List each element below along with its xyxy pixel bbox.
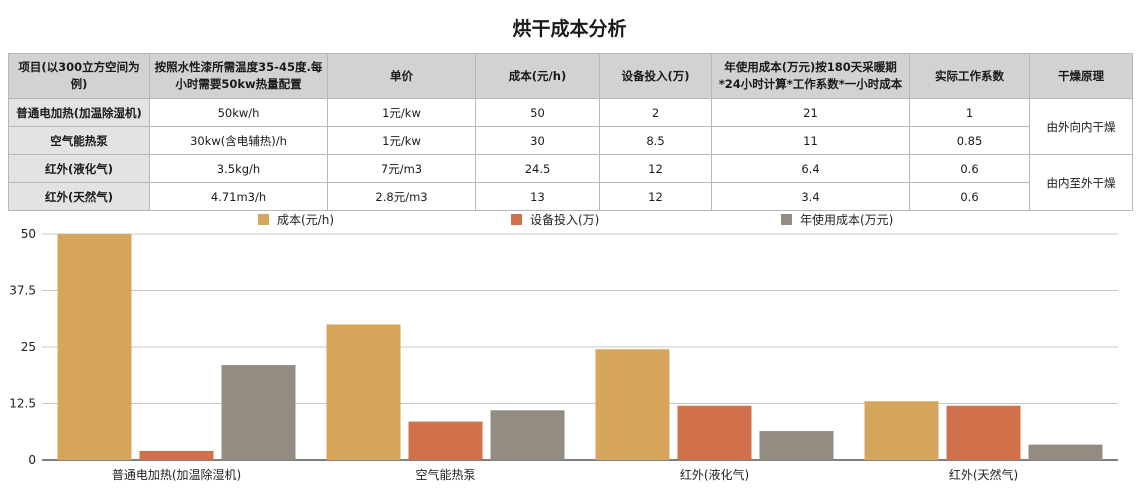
bar	[490, 410, 565, 460]
table-cell: 1	[909, 98, 1030, 127]
table-row: 空气能热泵 30kw(含电辅热)/h 1元/kw 30 8.5 11 0.85	[8, 126, 1133, 155]
table-cell: 1元/kw	[327, 98, 476, 127]
header-principle: 干燥原理	[1029, 53, 1133, 99]
table-cell: 11	[711, 126, 910, 155]
y-tick-label: 50	[21, 227, 36, 241]
y-tick-label: 0	[28, 453, 36, 467]
table-cell: 0.6	[909, 182, 1030, 211]
table-cell: 0.6	[909, 154, 1030, 183]
bar	[759, 431, 834, 460]
header-investment: 设备投入(万)	[599, 53, 712, 99]
legend-label: 设备投入(万)	[530, 212, 599, 227]
bar	[139, 450, 214, 460]
table-cell: 3.5kg/h	[149, 154, 328, 183]
header-unit-price: 单价	[327, 53, 476, 99]
table-cell: 12	[599, 154, 712, 183]
table-cell: 13	[475, 182, 600, 211]
table-header-row: 项目(以300立方空间为例) 按照水性漆所需温度35-45度.每小时需要50kw…	[8, 53, 1133, 99]
x-tick-label: 普通电加热(加温除湿机)	[112, 467, 241, 482]
header-cost: 成本(元/h)	[475, 53, 600, 99]
row-label: 红外(天然气)	[8, 182, 150, 211]
table-cell: 2	[599, 98, 712, 127]
legend-label: 成本(元/h)	[277, 213, 334, 227]
header-item: 项目(以300立方空间为例)	[8, 53, 150, 99]
x-tick-label: 红外(液化气)	[680, 467, 749, 482]
legend-swatch	[781, 214, 792, 225]
table-cell: 30kw(含电辅热)/h	[149, 126, 328, 155]
bar	[57, 234, 132, 460]
legend-swatch	[258, 214, 269, 225]
cost-table: 项目(以300立方空间为例) 按照水性漆所需温度35-45度.每小时需要50kw…	[8, 53, 1133, 211]
table-cell: 3.4	[711, 182, 910, 211]
table-cell: 1元/kw	[327, 126, 476, 155]
row-label: 红外(液化气)	[8, 154, 150, 183]
row-label: 普通电加热(加温除湿机)	[8, 98, 150, 127]
table-cell: 50kw/h	[149, 98, 328, 127]
legend-label: 年使用成本(万元)	[800, 212, 893, 227]
table-cell: 7元/m3	[327, 154, 476, 183]
y-tick-label: 37.5	[9, 284, 36, 298]
table-cell: 6.4	[711, 154, 910, 183]
bar	[946, 405, 1021, 460]
chart-title: 烘干成本分析	[512, 18, 627, 40]
bar	[326, 324, 401, 460]
table-row: 普通电加热(加温除湿机) 50kw/h 1元/kw 50 2 21 1 由外向内…	[8, 98, 1133, 155]
table-cell: 24.5	[475, 154, 600, 183]
bar	[408, 421, 483, 460]
x-tick-label: 红外(天然气)	[949, 467, 1018, 482]
table-cell: 2.8元/m3	[327, 182, 476, 211]
y-tick-label: 25	[21, 340, 36, 354]
row-label: 空气能热泵	[8, 126, 150, 155]
table-cell: 50	[475, 98, 600, 127]
table-row: 红外(液化气) 3.5kg/h 7元/m3 24.5 12 6.4 0.6 由内…	[8, 154, 1133, 211]
bar-chart: 0 12.5 25 37.5 50 成本(元/h) 设备投入(万) 年使用成本(万元) 普通电加…	[9, 212, 1118, 482]
principle-cell: 由外向内干燥	[1029, 98, 1133, 155]
bar	[1028, 444, 1103, 460]
header-annual-cost: 年使用成本(万元)按180天采暖期*24小时计算*工作系数*一小时成本	[711, 53, 910, 99]
table-cell: 30	[475, 126, 600, 155]
table-cell: 21	[711, 98, 910, 127]
principle-cell: 由内至外干燥	[1029, 154, 1133, 211]
bar	[677, 405, 752, 460]
table-cell: 12	[599, 182, 712, 211]
header-config: 按照水性漆所需温度35-45度.每小时需要50kw热量配置	[149, 53, 328, 99]
y-tick-label: 12.5	[9, 397, 36, 411]
bar	[595, 349, 670, 460]
table-cell: 8.5	[599, 126, 712, 155]
table-row: 红外(天然气) 4.71m3/h 2.8元/m3 13 12 3.4 0.6	[8, 182, 1133, 211]
table-cell: 0.85	[909, 126, 1030, 155]
legend-swatch	[511, 214, 522, 225]
header-work-factor: 实际工作系数	[909, 53, 1030, 99]
bar	[864, 401, 939, 460]
x-tick-label: 空气能热泵	[415, 467, 475, 482]
bar	[221, 365, 296, 460]
